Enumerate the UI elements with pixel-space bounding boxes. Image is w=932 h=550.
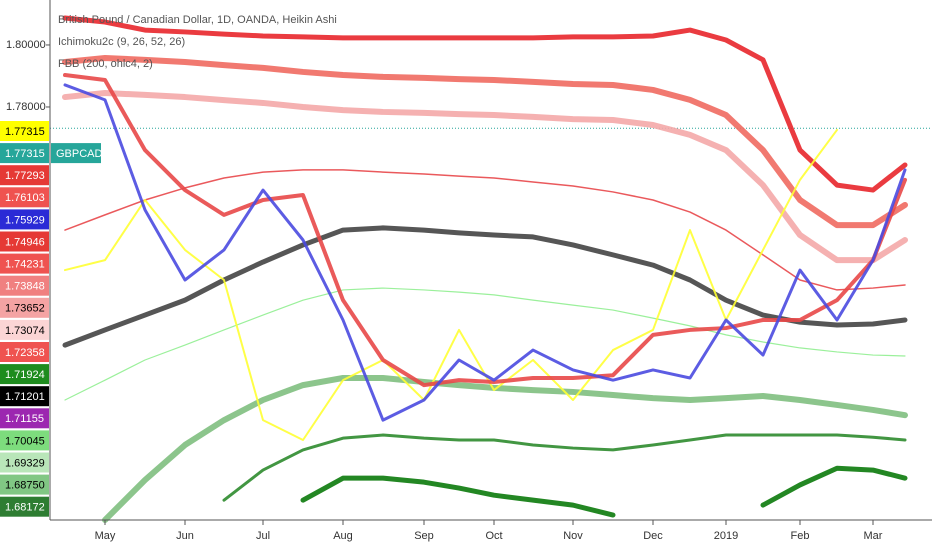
price-label-bg xyxy=(0,342,49,362)
y-tick-label: 1.80000 xyxy=(6,39,46,51)
price-label: 1.72358 xyxy=(5,347,45,359)
indicator-line xyxy=(62,90,908,264)
price-label-bg xyxy=(0,187,49,208)
price-label-bg xyxy=(0,275,49,296)
price-label: 1.71924 xyxy=(5,369,45,381)
indicator-label: FBB (200, ohlc4, 2) xyxy=(58,58,153,70)
x-tick-label: May xyxy=(95,530,116,542)
plot-area xyxy=(50,15,932,523)
price-label: 1.77315 xyxy=(5,126,45,138)
price-label: 1.73848 xyxy=(5,281,45,293)
price-label: 1.70045 xyxy=(5,435,45,447)
price-label: 1.71155 xyxy=(5,413,44,425)
price-label-bg xyxy=(0,386,49,407)
indicator-line xyxy=(102,374,908,523)
price-label: 1.71201 xyxy=(5,391,45,403)
indicator-line xyxy=(64,287,906,401)
indicator-line xyxy=(222,433,907,502)
x-tick-label: Nov xyxy=(563,530,583,542)
price-label-bg xyxy=(0,319,49,340)
price-label-bg xyxy=(0,253,49,274)
price-label: 1.73074 xyxy=(5,325,45,337)
x-tick-label: Feb xyxy=(791,530,810,542)
price-label-bg xyxy=(0,430,49,451)
chart-title: British Pound / Canadian Dollar, 1D, OAN… xyxy=(58,14,337,26)
price-label: 1.74946 xyxy=(5,236,45,248)
price-label-bg xyxy=(0,496,49,517)
symbol-tag-bg xyxy=(51,143,101,164)
indicator-line xyxy=(62,54,908,229)
price-label: 1.68750 xyxy=(5,480,45,492)
price-label: 1.73652 xyxy=(5,303,45,315)
price-label-bg xyxy=(0,408,49,429)
price-label: 1.75929 xyxy=(5,214,45,226)
indicator-line xyxy=(62,225,908,348)
x-tick-label: Mar xyxy=(864,530,883,542)
price-label: 1.77315 xyxy=(5,148,45,160)
price-label-bg xyxy=(0,231,49,252)
x-tick-label: Aug xyxy=(333,530,353,542)
x-tick-label: Oct xyxy=(485,530,502,542)
price-label-bg xyxy=(0,474,49,495)
indicator-line xyxy=(62,15,908,193)
x-tick-label: Dec xyxy=(643,530,663,542)
price-label: 1.77293 xyxy=(5,170,45,182)
symbol-tag: GBPCAD xyxy=(56,148,103,160)
price-label-bg xyxy=(0,143,49,164)
price-label-bg xyxy=(0,209,49,230)
x-tick-label: Jul xyxy=(256,530,270,542)
indicator-line xyxy=(63,73,907,388)
indicator-line xyxy=(63,83,907,422)
price-label: 1.69329 xyxy=(5,457,45,469)
price-label-bg xyxy=(0,364,49,385)
price-label-bg xyxy=(0,165,49,186)
indicator-line xyxy=(64,169,906,291)
price-label-bg xyxy=(0,121,49,141)
indicator-label: Ichimoku2c (9, 26, 52, 26) xyxy=(58,36,185,48)
price-label: 1.76103 xyxy=(5,192,45,204)
price-label-bg xyxy=(0,297,49,318)
price-label-bg xyxy=(0,452,49,473)
price-label: 1.68172 xyxy=(5,502,45,514)
indicator-line xyxy=(300,465,908,518)
x-tick-label: Jun xyxy=(176,530,194,542)
x-tick-label: Sep xyxy=(414,530,434,542)
y-tick-label: 1.78000 xyxy=(6,101,46,113)
x-tick-label: 2019 xyxy=(714,530,738,542)
indicator-line xyxy=(64,128,838,441)
price-label: 1.74231 xyxy=(5,259,45,271)
